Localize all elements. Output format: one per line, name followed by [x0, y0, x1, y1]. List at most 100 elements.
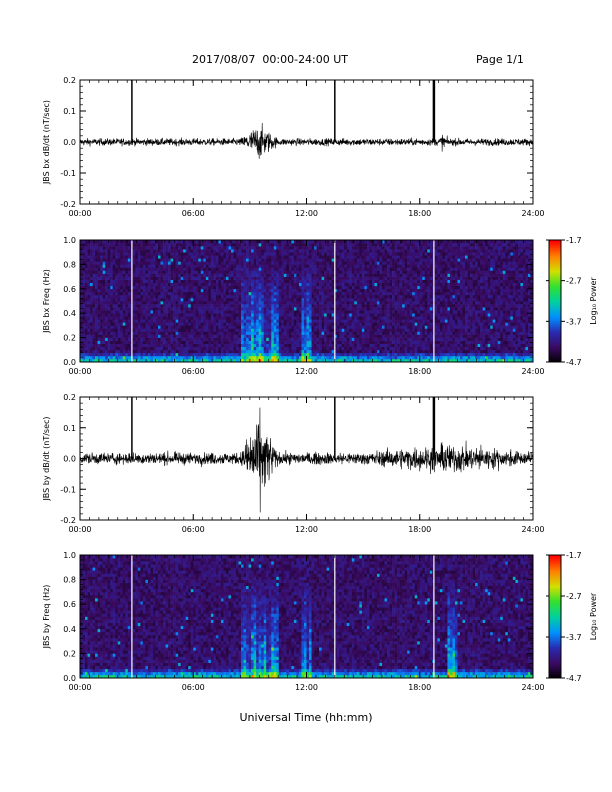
spectrogram-cell — [291, 310, 295, 314]
spectrogram-cell — [298, 279, 302, 283]
spectrogram-cell — [150, 249, 154, 253]
spectrogram-cell — [85, 297, 88, 302]
spectrogram-cell — [200, 288, 204, 293]
spectrogram-cell — [163, 337, 166, 341]
spectrogram-cell — [195, 358, 199, 363]
spectrogram-cell — [80, 255, 83, 259]
spectrogram-cell — [165, 307, 169, 311]
spectrogram-cell — [261, 355, 265, 360]
spectrogram-cell — [336, 258, 340, 262]
spectrogram-cell — [90, 276, 93, 280]
spectrogram-cell — [246, 337, 249, 341]
spectrogram-cell — [140, 328, 144, 332]
spectrogram-cell — [200, 258, 204, 262]
spectrogram-cell — [160, 355, 164, 360]
spectrogram-cell — [366, 294, 370, 299]
spectrogram-cell — [336, 358, 340, 363]
spectrogram-cell — [369, 343, 373, 348]
spectrogram-cell — [296, 322, 300, 326]
spectrogram-cell — [92, 319, 96, 323]
spectrogram-cell — [359, 316, 363, 320]
spectrogram-cell — [231, 343, 234, 348]
spectrogram-cell — [208, 267, 212, 271]
spectrogram-cell — [296, 334, 300, 338]
spectrogram-cell — [298, 337, 302, 341]
spectrogram-cell — [356, 328, 360, 332]
spectrogram-cell — [90, 319, 93, 323]
spectrogram-cell — [200, 255, 204, 259]
spectrogram-cell — [125, 288, 129, 293]
spectrogram-cell — [306, 319, 310, 323]
spectrogram-cell — [331, 328, 335, 332]
spectrogram-cell — [286, 288, 290, 293]
spectrogram-cell — [178, 307, 181, 311]
spectrogram-cell — [251, 288, 254, 293]
spectrogram-cell — [210, 294, 214, 299]
spectrogram-cell — [331, 291, 335, 296]
spectrogram-cell — [188, 304, 192, 308]
spectrogram-cell — [258, 297, 262, 302]
spectrogram-cell — [256, 291, 259, 296]
spectrogram-cell — [236, 297, 239, 302]
spectrogram-cell — [293, 255, 297, 259]
spectrogram-cell — [371, 240, 375, 244]
spectrogram-cell — [168, 282, 171, 287]
spectrogram-cell — [213, 297, 217, 302]
spectrogram-cell — [281, 267, 285, 271]
spectrogram-cell — [185, 334, 189, 338]
spectrogram-cell — [356, 243, 360, 247]
spectrogram-cell — [145, 340, 149, 344]
spectrogram-cell — [271, 304, 275, 308]
spectrogram-cell — [107, 255, 111, 259]
spectrogram-cell — [107, 288, 111, 293]
spectrogram-cell — [85, 313, 88, 317]
spectrogram-cell — [210, 291, 214, 296]
spectrogram-cell — [142, 322, 146, 326]
spectrogram-cell — [158, 322, 161, 326]
spectrogram-cell — [268, 337, 272, 341]
spectrogram-cell — [296, 240, 300, 244]
spectrogram-cell — [231, 349, 234, 354]
spectrogram-cell — [233, 334, 237, 338]
spectrogram-cell — [266, 334, 270, 338]
spectrogram-cell — [349, 304, 353, 308]
spectrogram-cell — [263, 316, 267, 320]
spectrogram-cell — [379, 285, 383, 290]
spectrogram-cell — [87, 255, 91, 259]
spectrogram-cell — [175, 279, 179, 283]
spectrogram-cell — [236, 273, 239, 277]
spectrogram-cell — [336, 313, 340, 317]
spectrogram-cell — [273, 246, 277, 250]
spectrogram-cell — [273, 316, 277, 320]
spectrogram-cell — [220, 343, 224, 348]
spectrogram-cell — [346, 276, 350, 280]
spectrogram-cell — [168, 334, 171, 338]
spectrogram-cell — [142, 343, 146, 348]
spectrogram-cell — [243, 240, 247, 244]
spectrogram-cell — [364, 246, 368, 250]
spectrogram-cell — [150, 240, 154, 244]
spectrogram-cell — [314, 240, 317, 244]
spectrogram-cell — [200, 346, 204, 351]
spectrogram-cell — [158, 264, 161, 268]
spectrogram-cell — [273, 288, 277, 293]
spectrogram-cell — [208, 301, 212, 305]
spectrogram-cell — [203, 316, 207, 320]
spectrogram-cell — [303, 316, 307, 320]
spectrogram-cell — [210, 273, 214, 277]
spectrogram-cell — [210, 246, 214, 250]
spectrogram-cell — [117, 346, 121, 351]
spectrogram-cell — [178, 358, 181, 363]
spectrogram-cell — [331, 349, 335, 354]
spectrogram-cell — [203, 307, 207, 311]
spectrogram-cell — [203, 313, 207, 317]
spectrogram-cell — [273, 294, 277, 299]
spectrogram-cell — [107, 285, 111, 290]
spectrogram-cell — [110, 261, 114, 265]
spectrogram-cell — [303, 307, 307, 311]
spectrogram-cell — [253, 240, 257, 244]
spectrogram-cell — [266, 270, 270, 274]
spectrogram-cell — [319, 349, 322, 354]
spectrogram-cell — [359, 352, 363, 357]
spectrogram-cell — [329, 316, 332, 320]
